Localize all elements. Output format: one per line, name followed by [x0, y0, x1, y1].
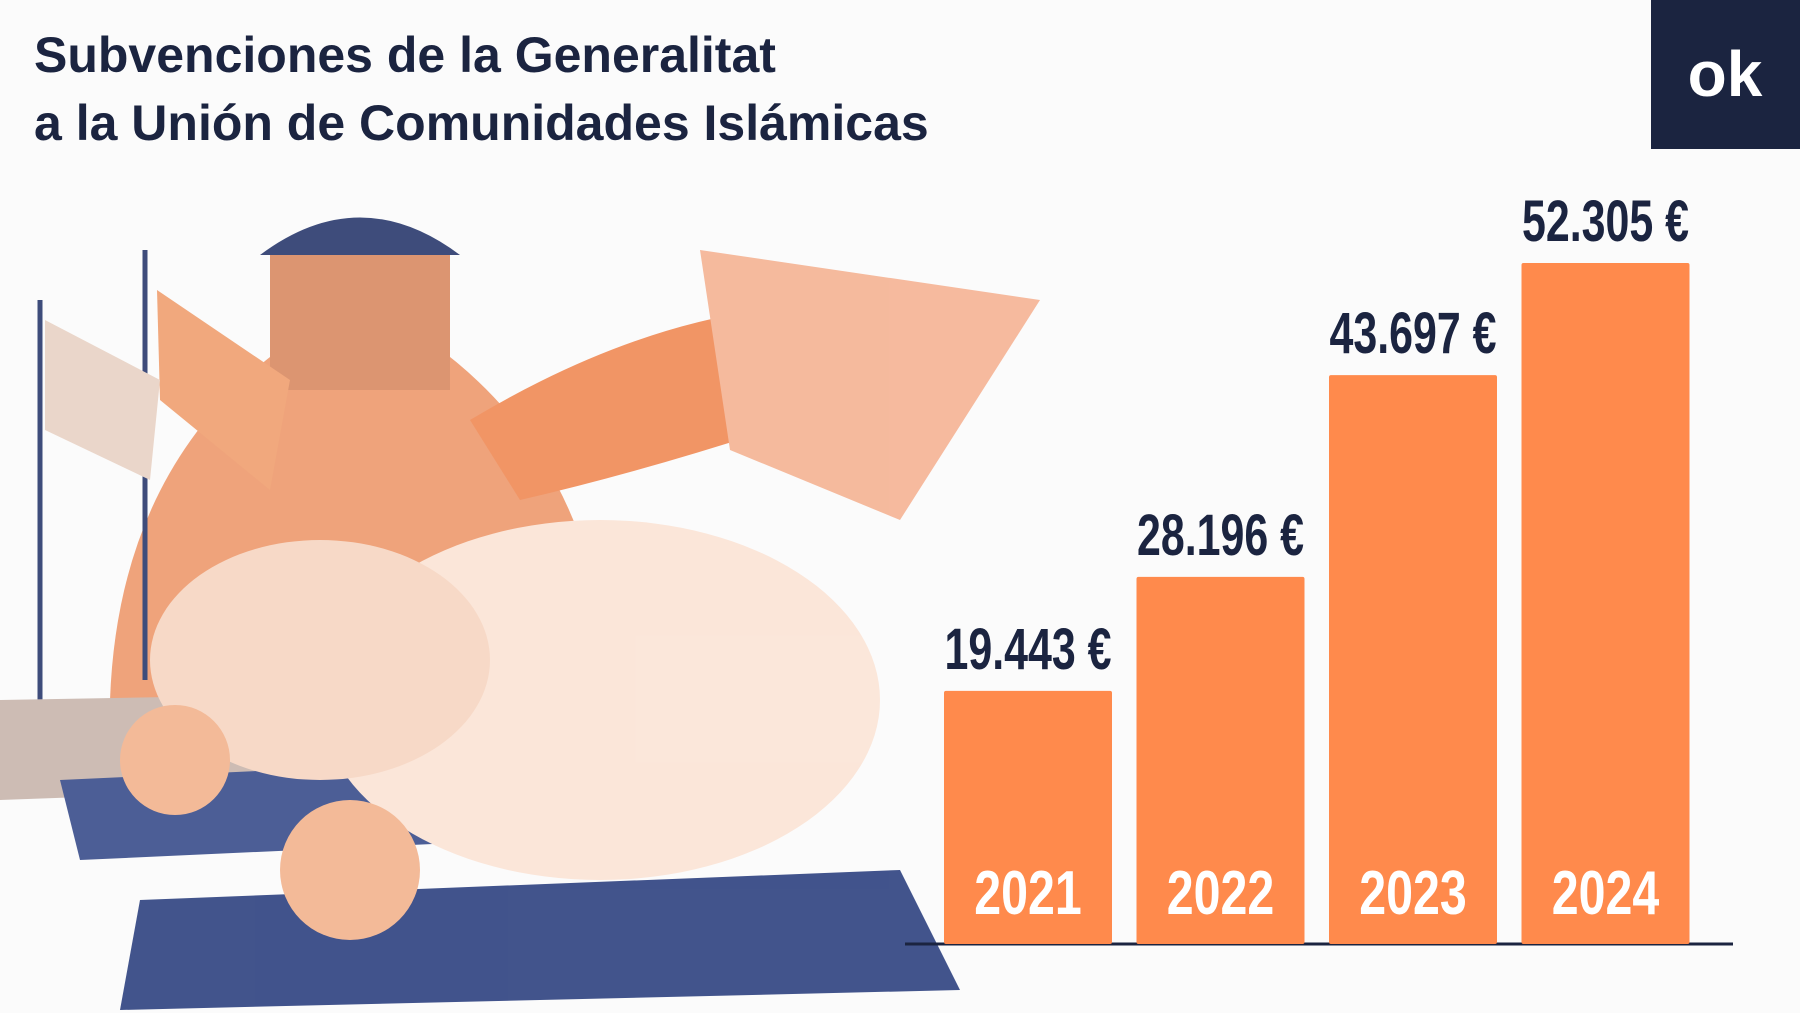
flag [45, 320, 160, 480]
head [280, 800, 420, 940]
category-label: 2024 [1552, 858, 1660, 927]
money [700, 250, 1040, 520]
value-label: 43.697 € [1329, 301, 1496, 366]
logo-box [1651, 0, 1800, 149]
illustration [0, 217, 1040, 1010]
bar [1329, 375, 1497, 944]
value-label: 28.196 € [1137, 503, 1304, 568]
bar [1136, 576, 1305, 944]
title-line: Subvenciones de la Generalitat [34, 27, 776, 83]
logo: ok [1688, 38, 1763, 110]
category-label: 2023 [1359, 858, 1467, 927]
value-label: 19.443 € [944, 617, 1111, 682]
value-label: 52.305 € [1522, 189, 1689, 254]
category-label: 2022 [1167, 858, 1275, 927]
flag [157, 290, 290, 490]
tower [270, 250, 450, 390]
cupola [260, 217, 460, 255]
category-label: 2021 [974, 858, 1082, 927]
bar [944, 690, 1112, 944]
figure [150, 540, 490, 780]
title-line: a la Unión de Comunidades Islámicas [34, 95, 929, 151]
head [120, 705, 230, 815]
bar [1521, 263, 1690, 944]
